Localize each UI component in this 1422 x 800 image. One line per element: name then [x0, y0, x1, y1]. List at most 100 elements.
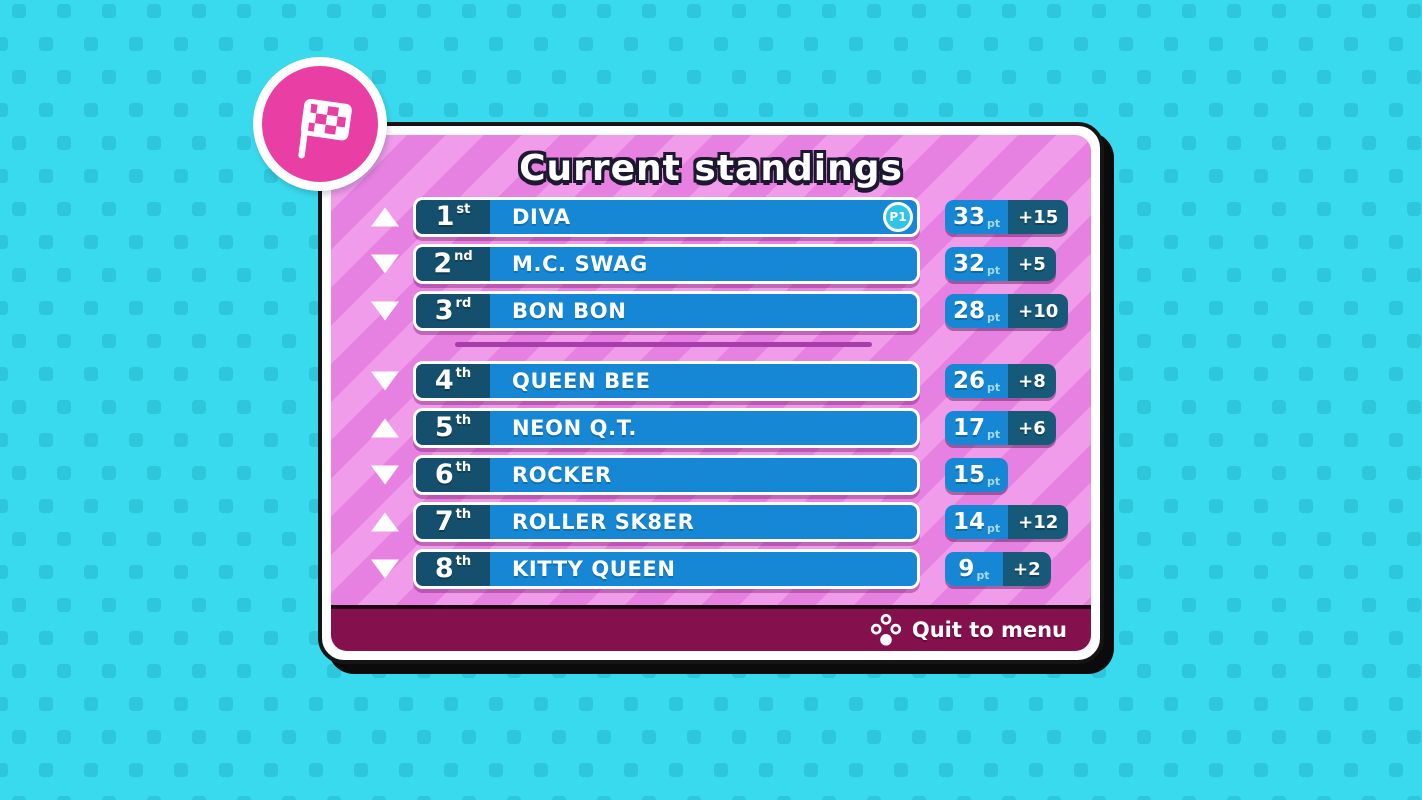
background-dot [1299, 697, 1313, 711]
background-dot [264, 37, 278, 51]
background-dot [1227, 4, 1241, 18]
background-dot [894, 697, 908, 711]
background-dot [1092, 70, 1106, 84]
background-dot [1272, 466, 1286, 480]
background-dot [147, 532, 161, 546]
background-dot [1407, 70, 1421, 84]
background-dot [552, 730, 566, 744]
background-dot [462, 4, 476, 18]
background-dot [1407, 466, 1421, 480]
background-dot [1362, 400, 1376, 414]
background-dot [642, 730, 656, 744]
background-dot [0, 763, 8, 777]
background-dot [1002, 730, 1016, 744]
background-dot [1002, 796, 1016, 800]
background-dot [1209, 433, 1223, 447]
background-dot [129, 103, 143, 117]
background-dot [327, 730, 341, 744]
background-dot [732, 796, 746, 800]
background-dot [1002, 70, 1016, 84]
background-dot [129, 565, 143, 579]
trend-arrow-icon [371, 254, 399, 274]
background-dot [1272, 796, 1286, 800]
background-dot [39, 565, 53, 579]
background-dot [822, 4, 836, 18]
background-dot [1362, 730, 1376, 744]
background-dot [1407, 532, 1421, 546]
background-dot [1299, 565, 1313, 579]
background-dot [1317, 532, 1331, 546]
background-dot [0, 565, 8, 579]
background-dot [444, 103, 458, 117]
background-dot [1362, 4, 1376, 18]
background-dot [12, 796, 26, 800]
background-dot [102, 598, 116, 612]
points-delta: +8 [1008, 364, 1056, 398]
background-dot [174, 367, 188, 381]
points-badge: 15 pt [945, 458, 1009, 492]
background-dot [1299, 301, 1313, 315]
background-dot [219, 697, 233, 711]
points-delta: +12 [1008, 505, 1069, 539]
background-dot [39, 301, 53, 315]
background-dot [84, 631, 98, 645]
background-dot [1182, 202, 1196, 216]
points-value: 9 pt [945, 552, 1003, 586]
background-dot [1047, 730, 1061, 744]
background-dot [1407, 730, 1421, 744]
background-dot [282, 796, 296, 800]
background-dot [1362, 334, 1376, 348]
background-dot [1164, 565, 1178, 579]
background-dot [822, 796, 836, 800]
background-dot [1407, 400, 1421, 414]
background-dot [1299, 103, 1313, 117]
background-dot [372, 796, 386, 800]
background-dot [1272, 664, 1286, 678]
trend-arrow-icon [371, 559, 399, 579]
background-dot [957, 70, 971, 84]
background-dot [174, 37, 188, 51]
background-dot [1182, 400, 1196, 414]
background-dot [1209, 499, 1223, 513]
background-dot [237, 136, 251, 150]
background-dot [57, 202, 71, 216]
background-dot [57, 796, 71, 800]
background-dot [1317, 268, 1331, 282]
background-dot [777, 664, 791, 678]
background-dot [1227, 796, 1241, 800]
background-dot [0, 697, 8, 711]
background-dot [57, 70, 71, 84]
background-dot [1182, 466, 1196, 480]
background-dot [147, 400, 161, 414]
background-dot [0, 37, 8, 51]
background-dot [282, 202, 296, 216]
background-dot [1164, 763, 1178, 777]
background-dot [1299, 169, 1313, 183]
background-dot [687, 730, 701, 744]
background-dot [1299, 499, 1313, 513]
background-dot [282, 598, 296, 612]
background-dot [1182, 532, 1196, 546]
background-dot [777, 796, 791, 800]
background-dot [129, 763, 143, 777]
background-dot [1389, 37, 1403, 51]
background-dot [264, 631, 278, 645]
background-dot [849, 37, 863, 51]
quit-to-menu-button[interactable]: Quit to menu [870, 613, 1067, 647]
background-dot [1344, 169, 1358, 183]
background-dot [822, 664, 836, 678]
background-dot [1389, 433, 1403, 447]
background-dot [417, 664, 431, 678]
player-name: QUEEN BEE [512, 369, 651, 393]
background-dot [1407, 136, 1421, 150]
checkered-flag-graphic [298, 98, 352, 159]
background-dot [282, 4, 296, 18]
background-dot [1182, 796, 1196, 800]
background-dot [1182, 730, 1196, 744]
